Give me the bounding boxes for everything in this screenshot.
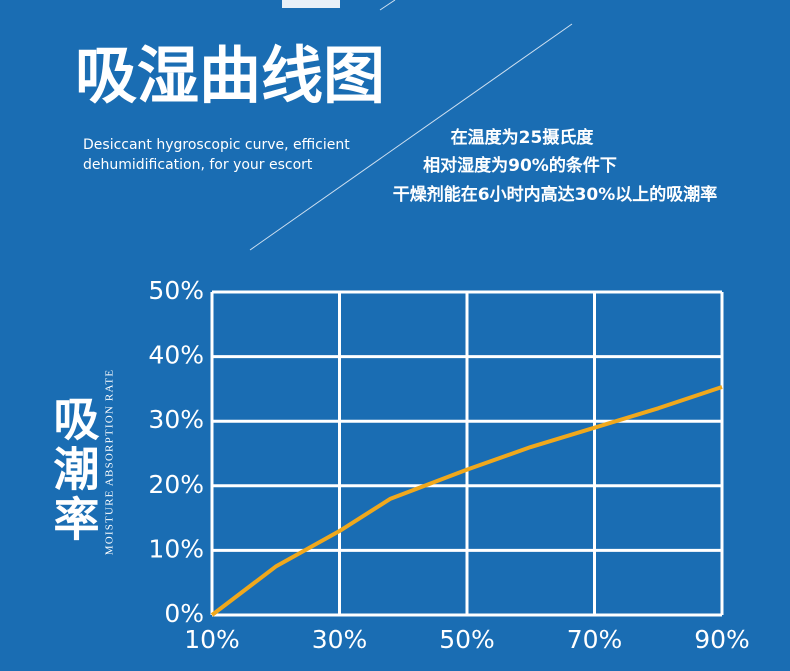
x-tick-label: 50% (439, 625, 495, 654)
top-tab (282, 0, 340, 8)
x-tick-label: 70% (567, 625, 623, 654)
annotation: 在温度为25摄氏度 (451, 127, 595, 148)
decor-line (379, 0, 396, 11)
x-tick-label: 10% (184, 625, 240, 654)
y-tick-label: 20% (148, 470, 204, 499)
subtitle: Desiccant hygroscopic curve, efficient (83, 137, 350, 153)
curve (210, 385, 723, 617)
y-tick-label: 0% (164, 599, 204, 628)
y-tick-label: 40% (148, 341, 204, 370)
annotation: 干燥剂能在6小时内高达30%以上的吸潮率 (393, 184, 718, 205)
annotation: 相对湿度为90%的条件下 (423, 155, 617, 176)
subtitle: dehumidification, for your escort (83, 157, 313, 173)
chart-title: 吸湿曲线图 (75, 39, 385, 112)
y-axis-label-en: MOISTURE ABSORPTION RATE (104, 369, 116, 556)
y-tick-label: 50% (148, 276, 204, 305)
x-tick-label: 30% (312, 625, 368, 654)
y-tick-label: 30% (148, 405, 204, 434)
y-axis-label: 吸潮率 (47, 395, 101, 545)
decor-line (249, 23, 573, 251)
y-tick-label: 10% (148, 534, 204, 563)
x-tick-label: 90% (694, 625, 750, 654)
